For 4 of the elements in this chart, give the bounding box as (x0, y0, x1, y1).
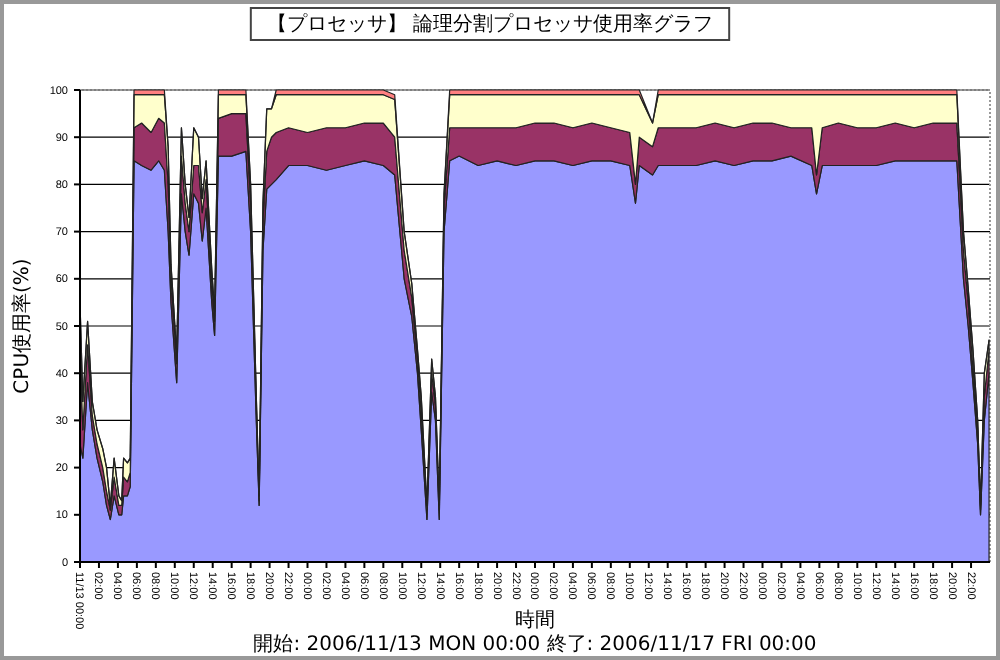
y-axis-title: CPU使用率(%) (10, 258, 34, 394)
chart-title: 【プロセッサ】 論理分割プロセッサ使用率グラフ (266, 12, 714, 36)
text: 開始: 2006/11/13 MON 00:00 終了: 2006/11/17 FRI 00:00 (253, 632, 817, 656)
x-axis-title: 時間 (515, 608, 555, 632)
